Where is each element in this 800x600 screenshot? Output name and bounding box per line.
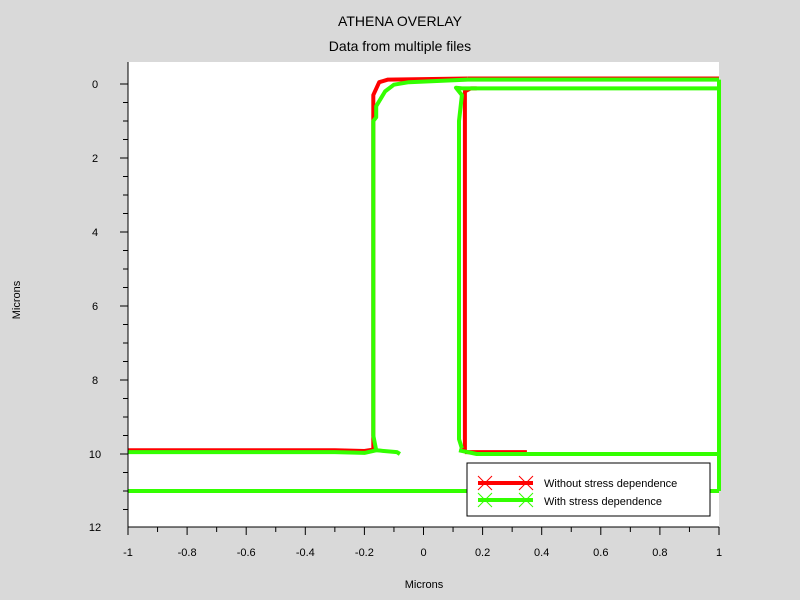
y-tick-label: 2 xyxy=(92,153,98,165)
series-1-line-0 xyxy=(128,448,401,456)
legend-marker-with-stress xyxy=(477,492,534,508)
y-tick-label: 8 xyxy=(92,375,98,387)
plot-area xyxy=(128,62,719,527)
y-tick-label: 0 xyxy=(92,79,98,91)
x-tick-label: 0.8 xyxy=(652,547,667,559)
x-tick-label: -0.6 xyxy=(237,547,256,559)
x-axis-title: Microns xyxy=(405,579,444,591)
x-tick-label: -1 xyxy=(123,547,133,559)
y-tick-label: 12 xyxy=(89,522,101,534)
x-tick-label: -0.8 xyxy=(178,547,197,559)
x-tick-label: -0.2 xyxy=(355,547,374,559)
x-tick-label: 1 xyxy=(716,547,722,559)
x-tick-label: 0 xyxy=(420,547,426,559)
y-tick-label: 6 xyxy=(92,301,98,313)
legend-item-with-stress: With stress dependence xyxy=(477,492,662,508)
legend: Without stress dependence With stress de… xyxy=(466,462,711,517)
series-1-line-2 xyxy=(454,85,719,450)
y-axis-title: Microns xyxy=(11,280,23,319)
legend-box xyxy=(466,462,711,517)
y-tick-label: 10 xyxy=(89,449,101,461)
legend-item-without-stress: Without stress dependence xyxy=(477,475,677,491)
chart-title: ATHENA OVERLAY xyxy=(338,13,462,29)
legend-label-with-stress: With stress dependence xyxy=(544,496,662,508)
chart-subtitle: Data from multiple files xyxy=(328,38,472,54)
series-layer xyxy=(128,76,721,493)
x-tick-label: 0.2 xyxy=(475,547,490,559)
y-tick-label: 4 xyxy=(92,227,98,239)
legend-marker-without-stress xyxy=(477,475,534,491)
x-tick-label: 0.6 xyxy=(593,547,608,559)
axes-layer: 0 2 4 6 8 10 12 -1 -0.8 -0.6 -0.4 -0.2 0 0.2 0.4 0.6 0.8… xyxy=(89,62,722,559)
series-1-line-1 xyxy=(371,77,719,451)
x-tick-label: -0.4 xyxy=(296,547,315,559)
series-1-line-3 xyxy=(458,448,719,456)
legend-label-without-stress: Without stress dependence xyxy=(544,478,677,490)
x-tick-label: 0.4 xyxy=(534,547,549,559)
